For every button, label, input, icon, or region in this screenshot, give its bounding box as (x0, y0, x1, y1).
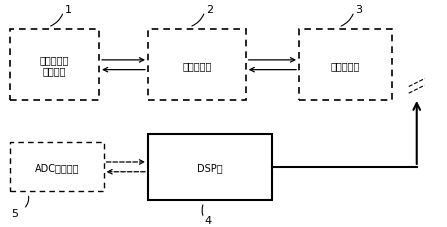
Text: ADC控制逻辑: ADC控制逻辑 (35, 162, 79, 172)
Text: 串行收发器
（光纤）: 串行收发器 （光纤） (40, 55, 69, 76)
Text: 5: 5 (11, 209, 18, 219)
Text: 1: 1 (64, 5, 72, 15)
Text: 频道串联器: 频道串联器 (331, 61, 360, 70)
Text: 4: 4 (205, 215, 212, 225)
Text: 3: 3 (355, 5, 362, 15)
Bar (148, 134, 272, 200)
Bar (148, 30, 246, 101)
Text: 2: 2 (206, 5, 213, 15)
Text: DSP核: DSP核 (198, 162, 223, 172)
Text: 频道串联器: 频道串联器 (182, 61, 211, 70)
Bar (299, 30, 392, 101)
Bar (10, 30, 99, 101)
Bar (10, 143, 104, 191)
